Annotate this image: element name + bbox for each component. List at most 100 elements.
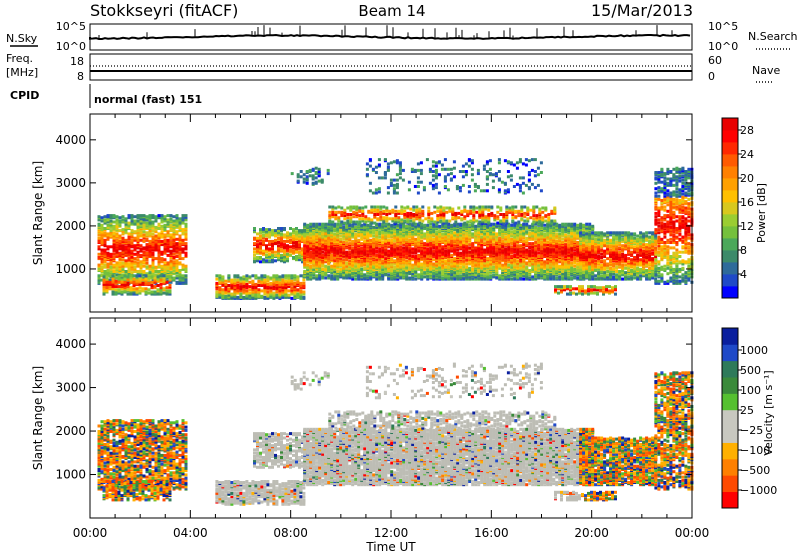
- heatmap-cell: [363, 251, 367, 255]
- heatmap-cell: [148, 271, 152, 275]
- heatmap-cell: [408, 225, 412, 229]
- heatmap-cell: [405, 273, 409, 277]
- heatmap-cell: [111, 292, 115, 296]
- heatmap-cell: [489, 227, 493, 230]
- heatmap-cell: [354, 239, 358, 243]
- heatmap-cell: [172, 238, 176, 242]
- heatmap-cell: [432, 246, 436, 250]
- heatmap-cell: [504, 223, 508, 227]
- heatmap-cell: [168, 275, 172, 279]
- heatmap-cell: [283, 227, 286, 230]
- heatmap-cell: [289, 245, 292, 249]
- heatmap-cell: [375, 262, 379, 266]
- heatmap-cell: [456, 248, 460, 252]
- heatmap-cell: [148, 244, 152, 248]
- heatmap-cell: [178, 261, 182, 265]
- heatmap-cell: [154, 225, 158, 229]
- heatmap-cell: [138, 282, 142, 286]
- heatmap-cell: [162, 287, 166, 291]
- heatmap-cell: [106, 223, 110, 227]
- heatmap-cell: [302, 284, 306, 287]
- heatmap-cell: [120, 285, 124, 289]
- heatmap-cell: [147, 281, 151, 285]
- heatmap-cell: [289, 253, 292, 257]
- heatmap-cell: [117, 288, 121, 292]
- heatmap-cell: [181, 228, 185, 232]
- heatmap-cell: [296, 279, 300, 283]
- heatmap-cell: [336, 242, 340, 246]
- heatmap-cell: [124, 263, 128, 267]
- heatmap-cell: [360, 260, 364, 264]
- heatmap-cell: [124, 238, 128, 242]
- heatmap-cell: [507, 255, 511, 258]
- heatmap-cell: [393, 259, 397, 263]
- heatmap-cell: [118, 234, 122, 238]
- heatmap-cell: [411, 263, 415, 267]
- heatmap-cell: [109, 258, 113, 262]
- heatmap-cell: [296, 275, 300, 279]
- heatmap-cell: [354, 225, 358, 229]
- heatmap-cell: [221, 278, 225, 282]
- heatmap-cell: [432, 243, 436, 247]
- heatmap-cell: [102, 292, 106, 296]
- heatmap-cell: [426, 249, 430, 253]
- heatmap-cell: [154, 228, 158, 232]
- heatmap-cell: [411, 272, 415, 276]
- heatmap-cell: [286, 257, 289, 261]
- heatmap-cell: [130, 255, 134, 258]
- heatmap-cell: [465, 273, 469, 277]
- heatmap-cell: [501, 242, 505, 246]
- heatmap-cell: [495, 237, 499, 241]
- heatmap-cell: [426, 257, 430, 261]
- heatmap-cell: [166, 245, 170, 249]
- heatmap-cell: [103, 270, 107, 273]
- heatmap-cell: [492, 243, 496, 247]
- heatmap-cell: [145, 245, 149, 249]
- heatmap-cell: [303, 236, 307, 240]
- heatmap-cell: [127, 221, 131, 225]
- heatmap-cell: [339, 262, 343, 266]
- heatmap-cell: [522, 249, 526, 253]
- heatmap-cell: [236, 291, 240, 295]
- heatmap-cell: [492, 273, 496, 277]
- heatmap-cell: [513, 235, 517, 239]
- heatmap-cell: [306, 236, 310, 240]
- heatmap-cell: [263, 274, 267, 278]
- heatmap-cell: [486, 239, 490, 243]
- heatmap-cell: [441, 245, 445, 249]
- heatmap-cell: [438, 224, 442, 228]
- heatmap-cell: [281, 274, 285, 278]
- heatmap-cell: [265, 249, 268, 253]
- heatmap-cell: [477, 264, 481, 268]
- heatmap-cell: [501, 239, 505, 243]
- heatmap-cell: [387, 242, 391, 246]
- heatmap-cell: [111, 284, 115, 287]
- heatmap-cell: [133, 215, 137, 219]
- heatmap-cell: [103, 263, 107, 267]
- heatmap-cell: [257, 288, 261, 292]
- heatmap-cell: [345, 253, 349, 257]
- heatmap-cell: [292, 249, 295, 253]
- heatmap-cell: [378, 230, 382, 234]
- heatmap-cell: [150, 290, 154, 294]
- heatmap-cell: [277, 233, 280, 237]
- heatmap-cell: [456, 251, 460, 255]
- heatmap-cell: [142, 239, 146, 243]
- heatmap-cell: [165, 275, 169, 279]
- heatmap-cell: [360, 235, 364, 239]
- heatmap-cell: [112, 214, 116, 218]
- heatmap-cell: [151, 248, 155, 252]
- heatmap-cell: [115, 218, 119, 222]
- heatmap-cell: [120, 279, 124, 283]
- heatmap-cell: [378, 222, 382, 226]
- heatmap-cell: [118, 216, 122, 220]
- heatmap-cell: [339, 239, 343, 243]
- heatmap-cell: [459, 271, 463, 275]
- heatmap-cell: [286, 252, 289, 256]
- heatmap-cell: [336, 251, 340, 255]
- heatmap-cell: [165, 291, 169, 295]
- heatmap-cell: [121, 261, 125, 265]
- heatmap-cell: [169, 214, 173, 218]
- heatmap-cell: [462, 259, 466, 263]
- noise-tick-top-right: 10^5: [708, 20, 738, 33]
